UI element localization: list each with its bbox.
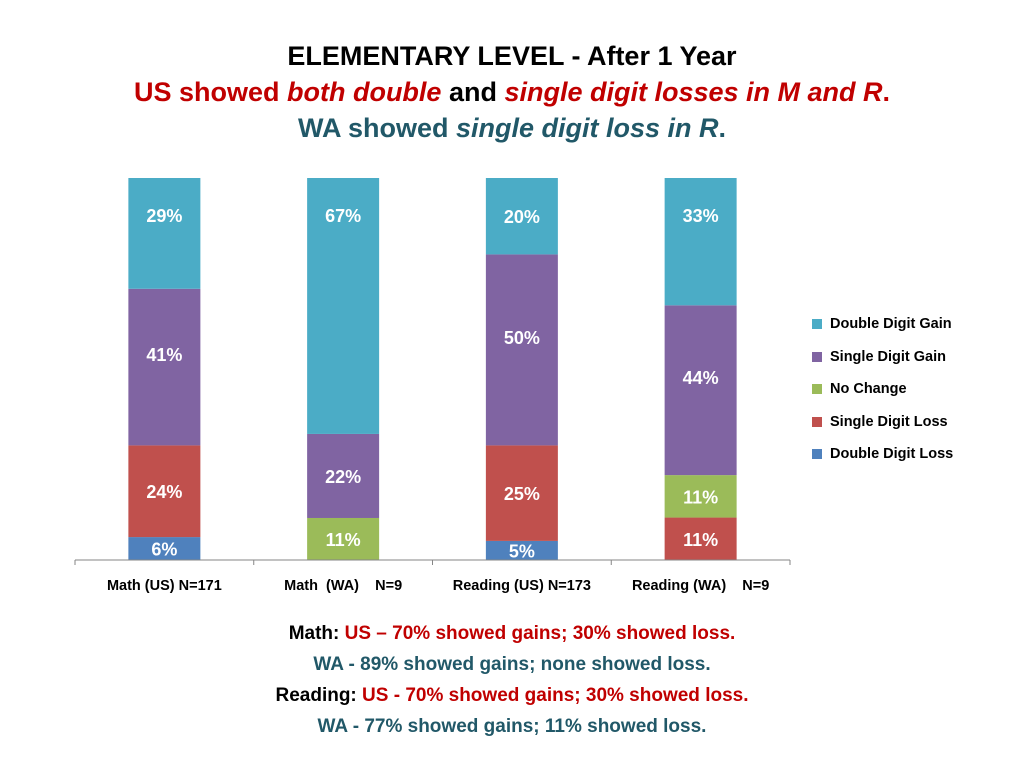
bar-segment-single-digit-gain-2 xyxy=(307,433,380,518)
title-line-3: WA showed single digit loss in R. xyxy=(0,110,1024,146)
bar-segment-double-digit-gain-3 xyxy=(485,178,558,255)
title-line-2-d: single digit losses in M and R xyxy=(504,77,883,107)
data-label: 20% xyxy=(504,207,540,227)
legend-item: Double Digit Gain xyxy=(812,308,1012,341)
note-math-us-text: US – 70% showed gains; 30% showed loss. xyxy=(344,623,736,644)
legend-swatch xyxy=(812,351,822,362)
note-reading-us-text: US - 70% showed gains; 30% showed loss. xyxy=(362,685,749,706)
title-line-2-b: both double xyxy=(286,77,442,107)
data-label: 11% xyxy=(683,530,718,550)
legend-label: Single Digit Loss xyxy=(830,413,948,430)
data-label: 22% xyxy=(325,467,361,487)
data-label: 29% xyxy=(146,206,182,226)
legend-item: No Change xyxy=(812,373,1012,406)
title-line-1: ELEMENTARY LEVEL - After 1 Year xyxy=(287,41,737,71)
chart-legend: Double Digit Gain Single Digit Gain No Cha… xyxy=(812,308,1012,471)
bar-segment-double-digit-loss-1 xyxy=(128,537,201,560)
x-tick-label: Math (WA) N=9 xyxy=(284,578,402,594)
title-line-2: US showed both double and single digit l… xyxy=(0,74,1024,110)
legend-label: Single Digit Gain xyxy=(830,348,947,365)
note-reading-label: Reading: xyxy=(275,685,363,706)
bar-segment-double-digit-gain-4 xyxy=(664,178,737,306)
bar-segment-single-digit-loss-3 xyxy=(485,445,558,541)
title-line-3-a: WA showed xyxy=(297,113,456,143)
title-line-2-e: . xyxy=(882,77,891,107)
bar-segment-single-digit-gain-1 xyxy=(128,288,201,446)
chart-title: ELEMENTARY LEVEL - After 1 Year US showe… xyxy=(0,38,1024,146)
legend-label: No Change xyxy=(830,381,907,398)
x-tick-label: Reading (WA) N=9 xyxy=(632,578,769,594)
data-label: 44% xyxy=(683,368,719,388)
note-reading-us: Reading: US - 70% showed gains; 30% show… xyxy=(0,680,1024,711)
legend-swatch xyxy=(812,449,822,460)
data-label: 25% xyxy=(504,484,540,504)
bar-segment-no-change-2 xyxy=(307,517,380,560)
legend-item: Single Digit Loss xyxy=(812,406,1012,439)
legend-item: Single Digit Gain xyxy=(812,341,1012,374)
data-label: 24% xyxy=(146,482,182,502)
bar-segment-single-digit-gain-3 xyxy=(485,254,558,446)
title-line-3-c: . xyxy=(718,113,727,143)
bar-segment-double-digit-gain-2 xyxy=(307,178,380,434)
data-label: 11% xyxy=(326,530,361,550)
data-label: 50% xyxy=(504,328,540,348)
legend-swatch xyxy=(812,384,822,395)
title-line-2-a: US showed xyxy=(133,77,287,107)
note-reading-wa: WA - 77% showed gains; 11% showed loss. xyxy=(317,716,707,737)
title-line-3-b: single digit loss in R xyxy=(455,113,719,143)
legend-label: Double Digit Loss xyxy=(830,446,954,463)
note-math-us: Math: US – 70% showed gains; 30% showed … xyxy=(0,618,1024,649)
data-label: 33% xyxy=(683,206,719,226)
note-math-wa: WA - 89% showed gains; none showed loss. xyxy=(313,654,711,675)
data-label: 6% xyxy=(151,540,177,560)
data-label: 41% xyxy=(146,345,182,365)
summary-notes: Math: US – 70% showed gains; 30% showed … xyxy=(0,618,1024,742)
legend-label: Double Digit Gain xyxy=(830,316,952,333)
title-line-2-c: and xyxy=(441,77,505,107)
bar-segment-no-change-4 xyxy=(664,475,737,518)
bar-segment-single-digit-loss-1 xyxy=(128,445,201,538)
bar-segment-double-digit-loss-3 xyxy=(485,540,558,560)
legend-swatch xyxy=(812,416,822,427)
bar-segment-single-digit-loss-4 xyxy=(664,517,737,560)
legend-item: Double Digit Loss xyxy=(812,438,1012,471)
note-math-label: Math: xyxy=(288,623,345,644)
legend-swatch xyxy=(812,319,822,330)
x-tick-label: Reading (US) N=173 xyxy=(453,578,591,594)
x-tick-label: Math (US) N=171 xyxy=(107,578,222,594)
data-label: 5% xyxy=(509,541,535,561)
bar-segment-single-digit-gain-4 xyxy=(664,305,737,476)
data-label: 67% xyxy=(325,206,361,226)
data-label: 11% xyxy=(683,487,718,507)
bar-segment-double-digit-gain-1 xyxy=(128,178,201,289)
